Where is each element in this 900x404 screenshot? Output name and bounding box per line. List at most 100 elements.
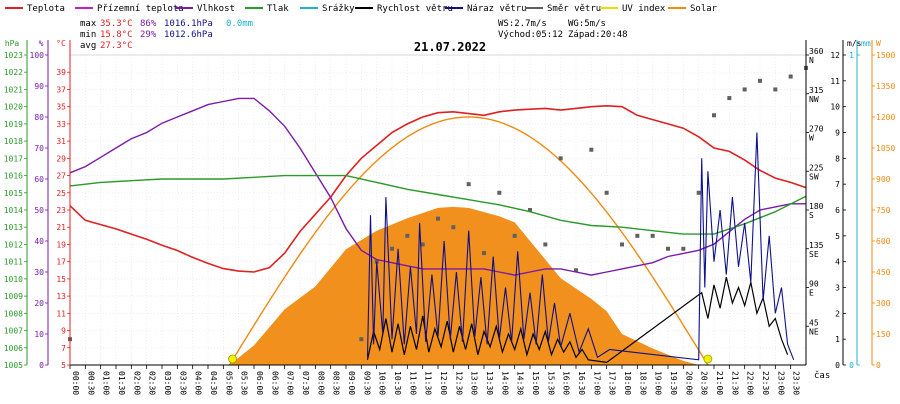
x-tick-label-7: 03:30: [178, 371, 187, 395]
celsius-tick-label-9: 23: [56, 206, 66, 215]
ms-tick-label-0: 0: [835, 361, 840, 370]
wind-dir-point-19: [635, 233, 640, 238]
legend-item-3: Tlak: [267, 4, 289, 14]
wind-dir-point-12: [528, 208, 532, 212]
w-tick-label-8: 1200: [876, 113, 895, 122]
celsius-tick-label-17: 39: [56, 68, 66, 77]
hpa-tick-label-1: 1006: [4, 344, 23, 353]
celsius-tick-label-15: 35: [56, 103, 66, 112]
hpa-tick-label-3: 1008: [4, 309, 23, 318]
x-tick-label-41: 20:30: [700, 371, 709, 395]
w-axis-unit: W: [876, 39, 881, 48]
stats-max-label: max: [80, 19, 97, 29]
x-tick-label-29: 14:30: [516, 371, 525, 395]
x-tick-label-15: 07:30: [301, 371, 310, 395]
ms-tick-label-2: 2: [835, 309, 840, 318]
w-tick-label-6: 900: [876, 175, 891, 184]
uv-marker-1: [703, 354, 713, 364]
wind-dir-point-16: [589, 147, 594, 152]
percent-tick-label-0: 0: [39, 361, 44, 370]
hpa-tick-label-7: 1012: [4, 240, 23, 249]
hpa-axis-unit: hPa: [5, 39, 20, 48]
x-tick-label-24: 12:00: [439, 371, 448, 395]
x-tick-label-23: 11:30: [424, 371, 433, 395]
direction-deg-3: 180: [809, 202, 824, 211]
wind-dir-point-21: [666, 246, 670, 251]
percent-tick-label-9: 90: [34, 82, 44, 91]
direction-deg-2: 135: [809, 241, 824, 250]
w-tick-label-9: 1350: [876, 82, 895, 91]
x-tick-label-1: 00:30: [86, 371, 95, 395]
stats-max-temp: 35.3°C: [100, 19, 133, 29]
w-tick-label-4: 600: [876, 237, 891, 246]
wind-dir-point-23: [696, 190, 701, 195]
w-tick-label-7: 1050: [876, 144, 895, 153]
percent-tick-label-1: 10: [34, 330, 44, 339]
wind-dir-point-4: [405, 233, 410, 238]
celsius-tick-label-4: 13: [56, 292, 66, 301]
axes: 00:00 00:30 01:00 01:30 02:00 02:30 03:00 03:30…: [4, 39, 896, 395]
celsius-tick-label-16: 37: [56, 85, 66, 94]
direction-deg-4: 225: [809, 163, 824, 172]
mm-tick-label-1: 1: [849, 51, 854, 60]
ms-tick-label-8: 8: [835, 154, 840, 163]
x-tick-label-25: 12:30: [454, 371, 463, 395]
percent-tick-label-4: 40: [34, 237, 44, 246]
x-tick-label-44: 22:00: [746, 371, 755, 395]
celsius-tick-label-11: 27: [56, 172, 66, 181]
hpa-tick-label-6: 1011: [4, 258, 23, 267]
plot-area: [68, 65, 808, 366]
x-tick-label-38: 19:00: [654, 371, 663, 395]
w-tick-label-3: 450: [876, 268, 891, 277]
x-tick-label-26: 13:00: [470, 371, 479, 395]
celsius-tick-label-6: 17: [56, 258, 66, 267]
solar-model-line: [228, 116, 709, 366]
wind-dir-point-6: [436, 216, 440, 221]
chart-title: 21.07.2022: [414, 40, 486, 54]
hpa-tick-label-10: 1015: [4, 189, 23, 198]
x-tick-label-39: 19:30: [669, 371, 678, 395]
x-tick-label-43: 21:30: [730, 371, 739, 395]
wind-dir-point-14: [558, 156, 563, 161]
stats-sunrise: Východ:05:12: [498, 30, 563, 40]
percent-tick-label-3: 30: [34, 268, 44, 277]
percent-tick-label-8: 80: [34, 113, 44, 122]
hpa-tick-label-13: 1018: [4, 137, 23, 146]
x-tick-label-8: 04:00: [194, 371, 203, 395]
legend-item-6: Náraz větru: [467, 4, 527, 14]
w-tick-label-0: 0: [876, 361, 881, 370]
stats-avg-label: avg: [80, 41, 96, 51]
direction-deg-5: 270: [809, 125, 824, 134]
stats-block: max 35.3°C 86% 1016.1hPa 0.0mm min 15.8°…: [80, 19, 628, 51]
percent-tick-label-5: 50: [34, 206, 44, 215]
ms-tick-label-12: 12: [830, 51, 840, 60]
ms-tick-label-1: 1: [835, 335, 840, 344]
hpa-tick-label-4: 1009: [4, 292, 23, 301]
x-tick-label-45: 22:30: [761, 371, 770, 395]
x-tick-label-28: 14:00: [500, 371, 509, 395]
w-tick-label-10: 1500: [876, 51, 895, 60]
percent-tick-label-7: 70: [34, 144, 44, 153]
direction-deg-7: 360: [809, 47, 824, 56]
celsius-tick-label-7: 19: [56, 240, 66, 249]
ms-tick-label-11: 11: [830, 77, 840, 86]
series-line-3: [366, 277, 789, 364]
direction-compass-6: NW: [809, 95, 819, 104]
series-line-4: [366, 132, 795, 361]
wind-dir-point-5: [420, 242, 425, 247]
x-tick-label-40: 20:00: [684, 371, 693, 395]
hpa-tick-label-17: 1022: [4, 68, 23, 77]
hpa-tick-label-0: 1005: [4, 361, 23, 370]
hpa-tick-label-2: 1007: [4, 327, 23, 336]
x-tick-label-0: 00:00: [71, 371, 80, 395]
direction-deg-0: 45: [809, 318, 819, 327]
direction-compass-5: W: [809, 134, 814, 143]
wind-dir-point-3: [390, 246, 394, 251]
legend-item-8: UV index: [622, 4, 666, 14]
direction-deg-1: 90: [809, 280, 819, 289]
stats-max-hum: 86%: [140, 19, 157, 29]
uv-marker-0: [228, 354, 237, 364]
wind-dir-point-1: [359, 337, 364, 342]
wind-dir-point-13: [543, 242, 548, 247]
w-tick-label-5: 750: [876, 206, 891, 215]
